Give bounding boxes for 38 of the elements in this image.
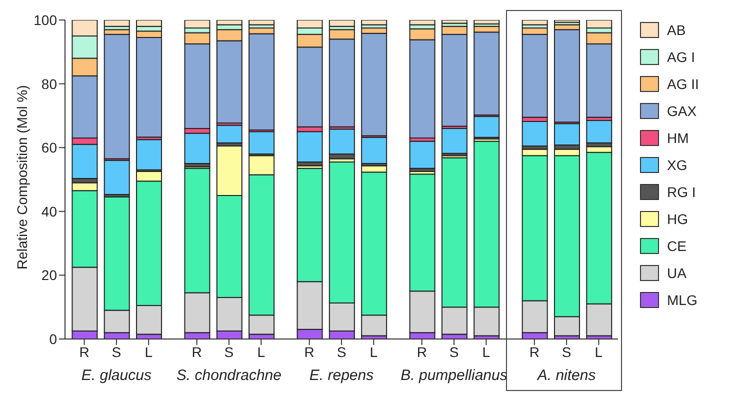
y-tick-label: 80 [41, 76, 58, 92]
legend-label: RG I [667, 184, 696, 200]
y-tick-label: 20 [41, 267, 58, 284]
x-tick-label: R [416, 344, 427, 360]
x-tick-label: L [482, 344, 490, 360]
x-tick-label: S [112, 344, 122, 360]
legend-label: GAX [667, 103, 697, 119]
y-tick-label: 40 [41, 203, 58, 220]
legend-label: XG [667, 157, 688, 173]
text: A. nitens [537, 367, 596, 384]
legend-label: AG I [667, 49, 696, 65]
x-tick-label: S [336, 344, 346, 360]
x-tick-label: S [449, 344, 459, 360]
x-tick-label: S [224, 344, 234, 360]
y-tick-label: 60 [41, 140, 58, 156]
x-tick-label: L [144, 344, 153, 360]
legend-label: HM [667, 130, 689, 146]
x-tick-label: R [79, 344, 90, 360]
y-tick-label: 100 [34, 12, 58, 28]
text: E. glaucus [81, 367, 152, 384]
x-tick-label: R [529, 344, 540, 360]
x-tick-label: L [257, 344, 266, 360]
x-tick-label: L [594, 344, 603, 360]
x-tick-label: R [304, 344, 314, 360]
legend-label: UA [667, 265, 686, 281]
legend-label: HG [667, 211, 688, 227]
legend-label: AG II [667, 76, 699, 92]
x-tick-label: S [562, 344, 572, 360]
y-tick-label: 0 [49, 330, 58, 347]
legend-label: CE [667, 238, 686, 254]
x-tick-label: L [370, 344, 378, 360]
legend-label: MLG [667, 292, 698, 308]
legend-label: AB [667, 22, 686, 38]
y-axis-title: Relative Composition (Mol %) [14, 85, 30, 270]
x-tick-label: R [192, 344, 202, 360]
text: B. pumpellianus [400, 367, 508, 384]
text: S. chondrachne [175, 367, 282, 384]
text: E. repens [309, 367, 374, 384]
